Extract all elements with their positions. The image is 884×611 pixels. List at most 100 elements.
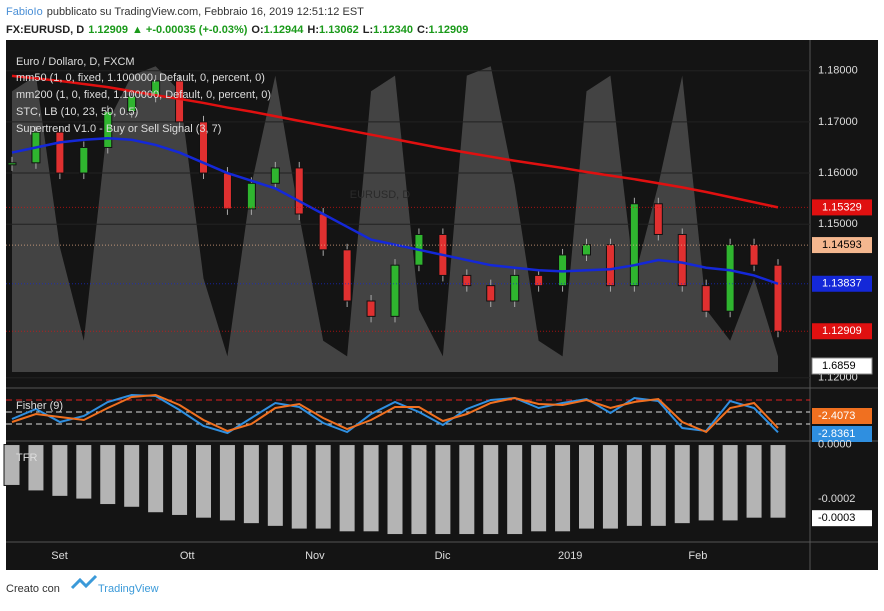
plot [3,66,810,536]
tfr-bar [75,444,93,500]
candle [605,244,615,287]
footer-prefix: Creato con [6,583,60,595]
tfr-bar [649,444,667,527]
price-tag-label: 1.12909 [822,325,862,337]
tfr-bar [578,444,595,530]
candle [534,274,544,287]
candle [510,274,520,302]
ma-line [11,74,779,209]
tfr-bar [458,444,476,536]
candle [175,80,185,123]
candle [486,285,496,302]
last: 1.12909 [88,24,128,36]
candle [366,300,376,317]
y-tick-label: 1.12000 [818,372,858,384]
candle [7,162,17,166]
author[interactable]: FabioIo [6,6,43,18]
fisher-line [11,393,779,434]
tfr-bar [314,444,332,530]
candle [294,167,304,215]
tfr-bar [27,444,45,492]
y-tick-label: 1.17000 [818,116,858,128]
tfr-bar [769,444,787,519]
candle [773,264,783,332]
tfr-bar [410,444,428,536]
o: 1.12944 [264,24,305,36]
candle [127,95,137,113]
candle [462,274,472,287]
candle [199,121,208,174]
stc-area [12,66,778,373]
stc-tag-label: 1.6859 [822,360,856,372]
candle [677,233,687,287]
price-tag-label: 1.14593 [822,239,862,251]
legend-line: mm50 (1, 0, fixed, 1.100000, Default, 0,… [16,72,265,84]
tfr-bar [745,444,763,519]
pane-title: TFR [16,452,37,464]
l-label: L: [363,24,373,36]
tfr-bar [721,444,739,522]
price-tag [812,323,872,340]
tfr-bar [51,444,69,497]
y-tick-label: 1.16000 [818,167,858,179]
price-tag-label: 1.13837 [822,278,862,290]
candle [629,203,639,287]
tfr-bar [697,444,715,522]
fisher-tag-label: -2.8361 [818,428,855,440]
tfr-bar [242,444,260,525]
y-tick-label: 1.15000 [818,218,858,230]
quote: FX:EURUSD, D 1.12909 ▲ +-0.00035 (+-0.03%) O… [6,24,468,36]
x-tick-label: Nov [305,550,325,562]
tfr-bar [554,444,572,533]
tfr-bar [601,444,619,530]
candle [79,146,89,174]
legend-line: Euro / Dollaro, D, FXCM [16,56,135,68]
y-tick-label: 0.0000 [818,438,852,450]
candle [222,172,232,210]
tfr-bar [99,444,117,506]
symbol: FX:EURUSD, D [6,24,84,36]
tfr-tag [812,510,872,527]
tfr-bar [362,444,380,533]
tv-logo [70,574,98,590]
change: +-0.00035 (+-0.03%) [146,24,248,36]
x-tick-label: Ott [180,550,195,562]
candle [701,285,711,312]
candle [270,167,280,184]
tfr-bar [290,444,308,530]
tfr-bar [3,444,21,486]
header: FabioIo pubblicato su TradingView.com, Fe… [6,6,364,18]
watermark: EURUSD, D [350,189,411,201]
candle [582,244,591,256]
pane-title: Fisher (9) [16,400,63,412]
legend-line: mm200 (1, 0, fixed, 1.100000, Default, 0… [16,89,271,101]
published: pubblicato su TradingView.com, Febbraio … [47,6,364,18]
h: 1.13062 [319,24,359,36]
price-tag [812,199,872,216]
x-tick-label: Feb [688,550,707,562]
x-tick-label: Set [51,550,68,562]
tfr-bar [338,444,356,533]
tfr-bar [482,444,500,536]
ma-line [11,137,779,285]
legend-line: STC, LB (10, 23, 50, 0.5) [16,106,138,118]
candle [103,111,113,148]
tfr-bar [147,444,165,514]
tfr-bar [625,444,643,527]
fisher-tag [812,408,872,424]
tfr-bar [266,444,284,527]
arrow: ▲ [132,24,143,36]
tfr-bar [171,444,189,516]
fisher-tag-label: -2.4073 [818,410,855,422]
h-label: H: [307,24,319,36]
y-tick-label: 1.18000 [818,65,858,77]
o-label: O: [251,24,263,36]
candle [653,203,663,235]
y-tick-label: -0.0002 [818,493,855,505]
tfr-bar [386,444,404,536]
tfr-bar [123,444,141,508]
candle [342,249,352,302]
tfr-bar [673,444,691,525]
footer-brand[interactable]: TradingView [98,583,159,595]
candle [318,213,328,251]
